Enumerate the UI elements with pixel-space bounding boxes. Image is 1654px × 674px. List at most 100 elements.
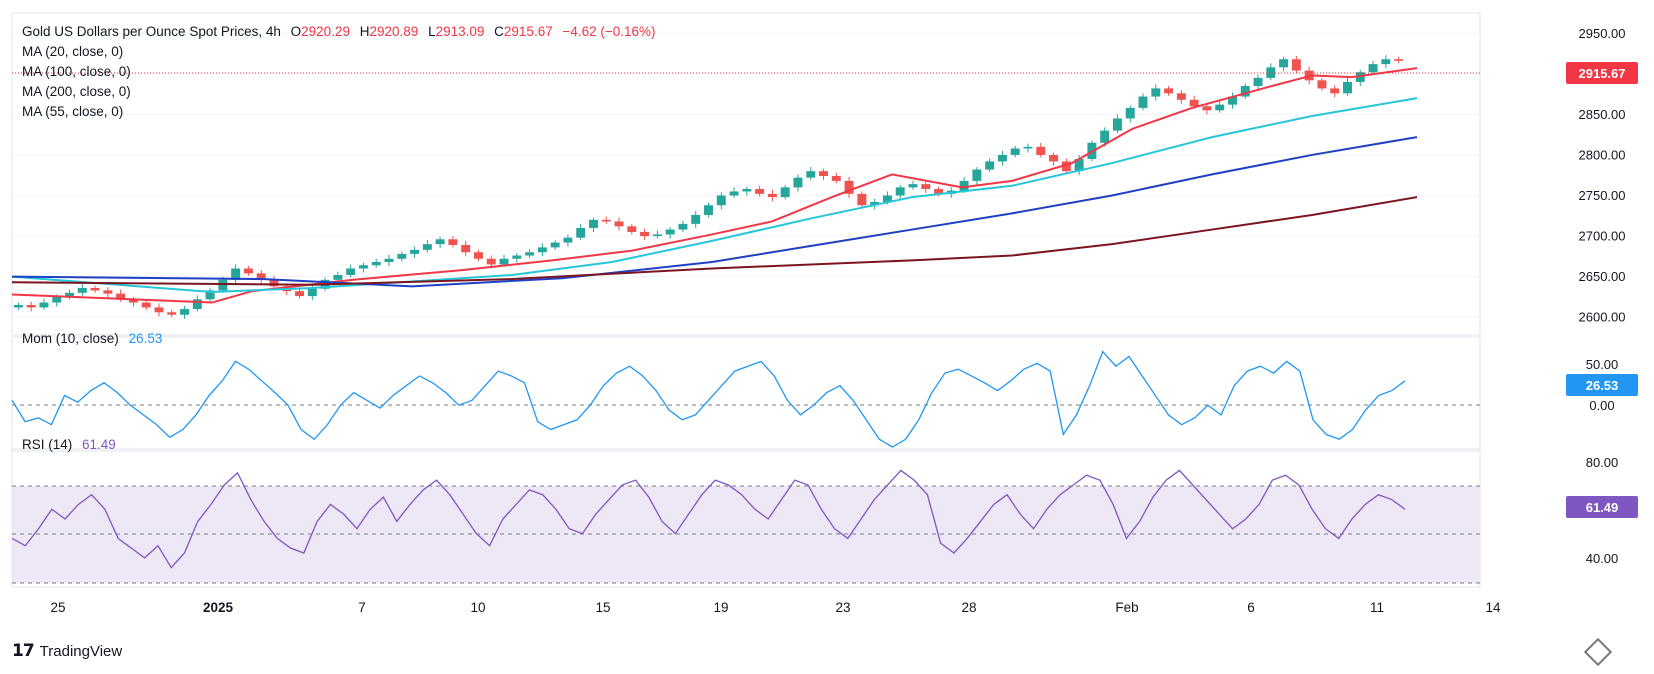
price-pane-frame <box>11 12 1481 336</box>
rsi-line <box>11 469 1406 569</box>
rsi-tick: 40.00 <box>1586 551 1619 566</box>
candle-body <box>1253 77 1263 86</box>
momentum-tick: 0.00 <box>1589 398 1614 413</box>
candle-body <box>1100 130 1110 143</box>
momentum-tick: 50.00 <box>1586 357 1619 372</box>
candle-body <box>141 302 151 308</box>
candle-body <box>1368 64 1378 73</box>
candle-body <box>180 309 190 315</box>
candle-body <box>1010 148 1020 155</box>
rsi-axis[interactable]: 80.00 40.00 61.49 <box>1566 455 1638 566</box>
candle-body <box>1189 99 1199 107</box>
time-tick: Feb <box>1115 600 1138 615</box>
candle-body <box>192 299 202 310</box>
candle-body <box>128 299 138 303</box>
candle-body <box>537 247 547 253</box>
candle-body <box>26 304 36 308</box>
tradingview-logo-icon: 𝟭𝟳 <box>12 641 35 660</box>
legend-ma100[interactable]: MA (100, close, 0) <box>22 64 131 79</box>
candle-body <box>346 268 356 275</box>
candle-body <box>1164 88 1174 94</box>
candle-body <box>103 290 113 294</box>
candle-body <box>397 253 407 259</box>
candle-body <box>934 189 944 194</box>
candle-body <box>550 242 560 248</box>
candle-body <box>1176 93 1186 100</box>
time-tick: 25 <box>50 600 65 615</box>
ma200-line <box>11 196 1418 286</box>
legend-ma55[interactable]: MA (55, close, 0) <box>22 104 124 119</box>
momentum-axis[interactable]: 50.00 0.00 26.53 <box>1566 357 1638 413</box>
candle-body <box>1061 161 1071 172</box>
candle-body <box>1023 146 1033 149</box>
rsi-tick: 80.00 <box>1586 455 1619 470</box>
candle-body <box>691 214 701 224</box>
candle-body <box>512 255 522 259</box>
candle-body <box>742 189 752 192</box>
candle-body <box>895 187 905 196</box>
price-tick: 2850.00 <box>1579 107 1626 122</box>
candle-body <box>985 161 995 170</box>
price-tick: 2950.00 <box>1579 26 1626 41</box>
candle-body <box>167 312 177 315</box>
momentum-value: 26.53 <box>128 331 163 346</box>
candle-body <box>652 234 662 237</box>
candle-body <box>729 191 739 196</box>
legend-ma200[interactable]: MA (200, close, 0) <box>22 84 131 99</box>
price-tick: 2800.00 <box>1579 147 1626 162</box>
candle-body <box>563 237 573 243</box>
candle-body <box>1138 96 1148 108</box>
candle-body <box>1291 59 1301 71</box>
rsi-title: RSI (14) <box>22 437 73 452</box>
candle-body <box>1049 154 1059 162</box>
candle-body <box>116 293 126 300</box>
candle-body <box>243 268 253 274</box>
tradingview-branding[interactable]: 𝟭𝟳 TradingView <box>12 641 122 661</box>
candle-body <box>870 201 880 206</box>
momentum-pane[interactable] <box>11 336 1481 450</box>
price-tick: 2650.00 <box>1579 269 1626 284</box>
candle-body <box>256 273 266 280</box>
momentum-legend[interactable]: Mom (10, close) 26.53 <box>22 329 168 349</box>
candle-body <box>921 184 931 190</box>
candle-body <box>1355 72 1365 82</box>
candle-body <box>831 176 841 181</box>
candle-body <box>218 279 228 291</box>
time-tick: 10 <box>470 600 485 615</box>
candle-body <box>384 258 394 263</box>
ohlc-high: H2920.89 <box>359 24 419 39</box>
candle-body <box>1112 118 1122 131</box>
candle-body <box>755 189 765 194</box>
ohlc-open: O2920.29 <box>290 24 350 39</box>
time-tick: 14 <box>1485 600 1501 615</box>
ohlc-change: −4.62 (−0.16%) <box>562 24 656 39</box>
candle-body <box>844 180 854 194</box>
candle-body <box>1317 80 1327 89</box>
candle-body <box>90 287 100 291</box>
candle-body <box>589 219 598 228</box>
price-pane[interactable] <box>11 12 1481 336</box>
candle-body <box>39 302 49 308</box>
candle-body <box>1279 59 1289 68</box>
legend-ma20[interactable]: MA (20, close, 0) <box>22 44 124 59</box>
candle-body <box>499 258 509 265</box>
price-tick: 2600.00 <box>1579 310 1626 325</box>
candle-body <box>972 169 982 181</box>
candle-body <box>997 154 1007 162</box>
price-tick: 2750.00 <box>1579 188 1626 203</box>
rsi-legend[interactable]: RSI (14) 61.49 <box>22 435 122 455</box>
momentum-pane-frame <box>11 336 1481 450</box>
candle-body <box>1036 146 1046 155</box>
time-tick: 23 <box>835 600 850 615</box>
candle-body <box>205 290 215 300</box>
candle-body <box>52 296 62 303</box>
candle-body <box>1227 96 1237 105</box>
time-axis[interactable]: 25 2025 7 10 15 19 23 28 Feb 6 11 14 <box>50 600 1501 615</box>
rsi-value: 61.49 <box>82 437 116 452</box>
candle-body <box>422 244 432 250</box>
rsi-pane[interactable] <box>11 450 1481 588</box>
time-tick: 11 <box>1370 600 1384 615</box>
time-tick: 15 <box>595 600 610 615</box>
symbol-title[interactable]: Gold US Dollars per Ounce Spot Prices, 4… <box>22 24 281 39</box>
